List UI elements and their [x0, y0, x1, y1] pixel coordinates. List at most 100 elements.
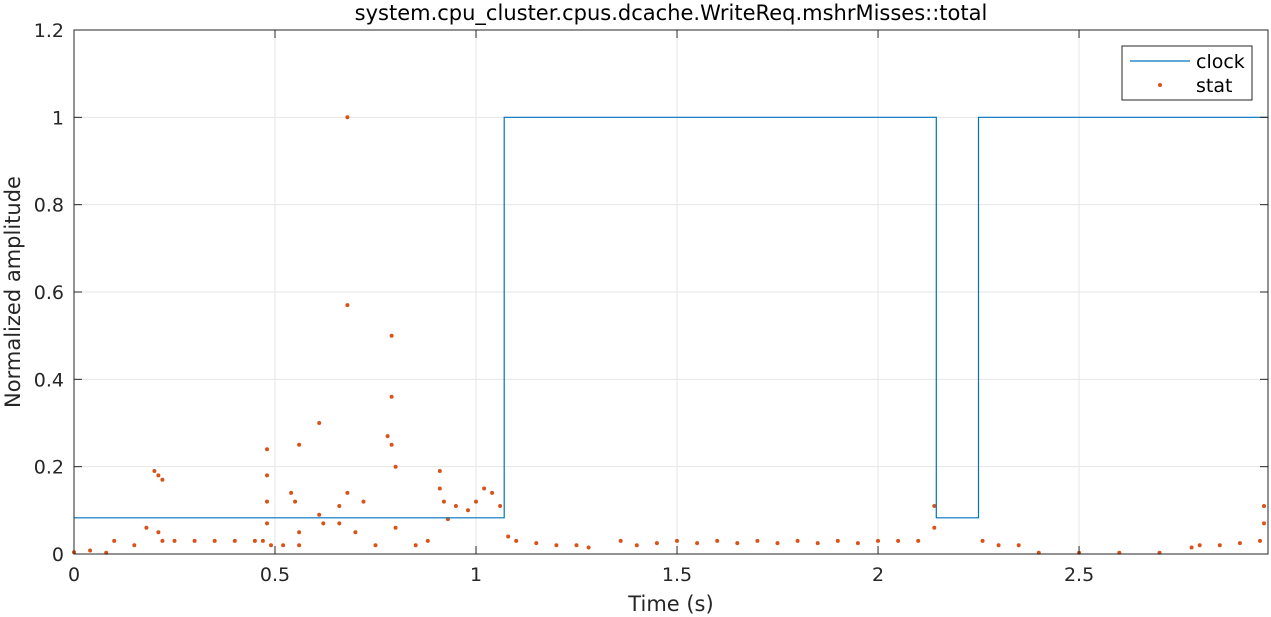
stat-point	[996, 543, 1001, 548]
stat-point	[337, 521, 342, 526]
legend: clock stat	[1121, 45, 1253, 101]
stat-point	[795, 538, 800, 543]
stat-point	[1189, 545, 1194, 550]
y-tick-label: 1	[52, 107, 64, 129]
stat-point	[393, 464, 398, 469]
stat-point	[345, 115, 350, 120]
stat-point	[1237, 541, 1242, 546]
stat-point	[1262, 504, 1266, 508]
x-tick-label: 0.5	[260, 564, 290, 586]
stat-point	[389, 394, 394, 399]
stat-point	[534, 541, 539, 546]
stat-point	[876, 538, 880, 543]
stat-point	[88, 548, 93, 553]
stat-point	[514, 538, 519, 543]
stat-point	[775, 541, 780, 546]
stat-point	[152, 469, 157, 473]
stat-point	[1197, 543, 1202, 548]
stat-point	[112, 538, 117, 543]
stat-point	[490, 490, 495, 495]
stat-point	[265, 447, 269, 452]
plot-series	[72, 115, 1268, 555]
x-tick-label: 1	[470, 564, 482, 586]
y-axis-title: Normalized amplitude	[1, 176, 25, 408]
stat-point	[675, 538, 679, 543]
y-tick-label: 0.8	[34, 195, 64, 217]
clock-line	[74, 116, 1268, 519]
stat-point	[265, 473, 269, 478]
stat-point	[385, 434, 390, 439]
y-tick-label: 0.4	[34, 369, 64, 391]
stat-point	[413, 543, 418, 548]
stat-point	[634, 543, 639, 548]
stat-point	[453, 504, 458, 508]
stat-point	[345, 490, 350, 495]
stat-point	[289, 490, 294, 495]
stat-point	[474, 499, 478, 504]
stat-point	[373, 543, 378, 548]
stat-point	[437, 486, 442, 491]
stat-point	[252, 538, 257, 543]
stat-point	[321, 521, 326, 526]
y-tick-label: 0	[52, 544, 64, 566]
stat-point	[506, 534, 511, 539]
x-tick-label: 2.5	[1064, 564, 1094, 586]
stat-point	[297, 442, 302, 447]
stat-point	[1016, 543, 1021, 548]
stat-point	[715, 538, 720, 543]
stat-point	[441, 499, 446, 504]
stat-point	[172, 538, 177, 543]
stat-point	[337, 504, 342, 508]
stat-point	[132, 543, 137, 548]
y-tick-label: 0.2	[34, 457, 64, 479]
stat-point	[855, 541, 860, 546]
stat-point	[618, 538, 623, 543]
stat-point	[269, 543, 273, 548]
stat-point	[317, 512, 322, 517]
y-tick-label: 0.6	[34, 282, 64, 304]
stat-point	[1217, 543, 1222, 548]
stat-point	[260, 538, 265, 543]
y-tick-label: 1.2	[34, 20, 64, 42]
stat-point	[916, 538, 921, 543]
stat-point	[466, 508, 470, 513]
stat-point	[393, 525, 398, 530]
stat-point	[932, 525, 937, 530]
stat-point	[654, 541, 659, 546]
stat-point	[735, 541, 740, 546]
stat-point	[293, 499, 298, 504]
stat-point	[389, 442, 394, 447]
stat-point	[160, 477, 165, 482]
stat-point	[212, 538, 217, 543]
stat-point	[482, 486, 487, 491]
stat-point	[345, 303, 350, 308]
stat-point	[265, 521, 269, 526]
legend-clock-label: clock	[1196, 51, 1245, 73]
stat-point	[389, 333, 394, 338]
stat-point	[835, 538, 840, 543]
stat-point	[297, 543, 302, 548]
stat-point	[317, 421, 322, 425]
stat-point	[160, 538, 165, 543]
stat-point	[755, 538, 760, 543]
stat-point	[437, 469, 442, 473]
legend-stat-swatch	[1158, 83, 1162, 87]
chart-title: system.cpu_cluster.cpus.dcache.WriteReq.…	[355, 1, 988, 26]
legend-box	[1121, 45, 1253, 101]
stat-point	[896, 538, 901, 543]
stat-point	[554, 543, 559, 548]
stat-point	[574, 543, 579, 548]
stat-point	[156, 473, 161, 478]
stat-point	[815, 541, 820, 546]
stat-point	[1262, 521, 1266, 526]
stat-point	[1258, 538, 1262, 543]
stat-point	[232, 538, 237, 543]
legend-stat-label: stat	[1196, 75, 1232, 97]
stat-point	[192, 538, 197, 543]
x-axis-title: Time (s)	[627, 592, 713, 616]
stat-point	[980, 538, 985, 543]
stat-point	[425, 538, 430, 543]
stat-point	[281, 543, 286, 548]
